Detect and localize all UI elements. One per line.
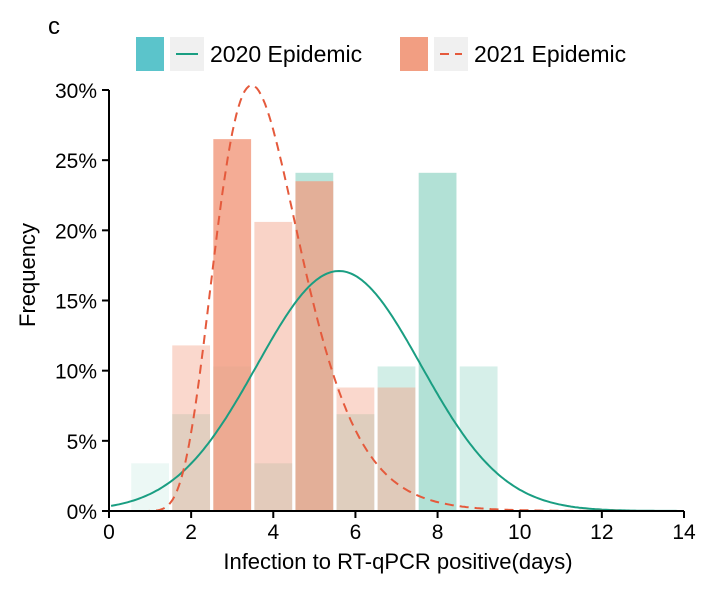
bar-s2020-day-6 — [336, 414, 375, 511]
y-tick-label-30: 30% — [55, 80, 97, 103]
legend-label-2020: 2020 Epidemic — [210, 41, 362, 67]
x-tick-label-10: 10 — [508, 521, 531, 544]
x-tick-label-6: 6 — [350, 521, 362, 544]
x-tick-label-8: 8 — [432, 521, 444, 544]
curves-layer — [110, 84, 684, 512]
x-axis-title: Infection to RT-qPCR positive(days) — [223, 549, 572, 574]
x-tick-label-2: 2 — [185, 521, 197, 544]
legend: 2020 Epidemic 2021 Epidemic — [136, 37, 626, 71]
x-tick-label-0: 0 — [103, 521, 115, 544]
legend-pad-2021 — [434, 37, 468, 71]
bar-s2021-day-5 — [295, 181, 334, 511]
legend-swatch-2021 — [400, 37, 428, 71]
bars-layer — [131, 139, 498, 511]
legend-label-2021: 2021 Epidemic — [474, 41, 626, 67]
y-tick-label-0: 0% — [67, 501, 97, 524]
bar-s2020-day-7 — [377, 366, 416, 511]
bar-s2021-day-4 — [254, 221, 293, 511]
x-tick-label-4: 4 — [267, 521, 279, 544]
bar-s2020-day-8 — [418, 172, 457, 511]
x-tick-label-12: 12 — [590, 521, 613, 544]
bar-s2021-day-3 — [213, 139, 252, 511]
y-axis-title: Frequency — [15, 223, 40, 327]
y-tick-label-10: 10% — [55, 361, 97, 384]
y-tick-label-25: 25% — [55, 150, 97, 173]
x-ticks: 0 2 4 6 8 10 12 14 — [103, 511, 696, 544]
bar-s2020-day-4 — [254, 463, 293, 511]
x-tick-label-14: 14 — [672, 521, 696, 544]
legend-swatch-2020 — [136, 37, 164, 71]
panel-label: c — [48, 13, 60, 40]
curve-s2020 — [110, 269, 684, 512]
curve-s2021 — [111, 84, 684, 512]
y-tick-label-15: 15% — [55, 291, 97, 314]
y-tick-label-5: 5% — [67, 431, 97, 454]
y-tick-label-20: 20% — [55, 220, 97, 243]
y-ticks: 0% 5% 10% 15% 20% 25% 30% — [55, 80, 109, 524]
bar-s2021-day-6 — [336, 387, 375, 511]
